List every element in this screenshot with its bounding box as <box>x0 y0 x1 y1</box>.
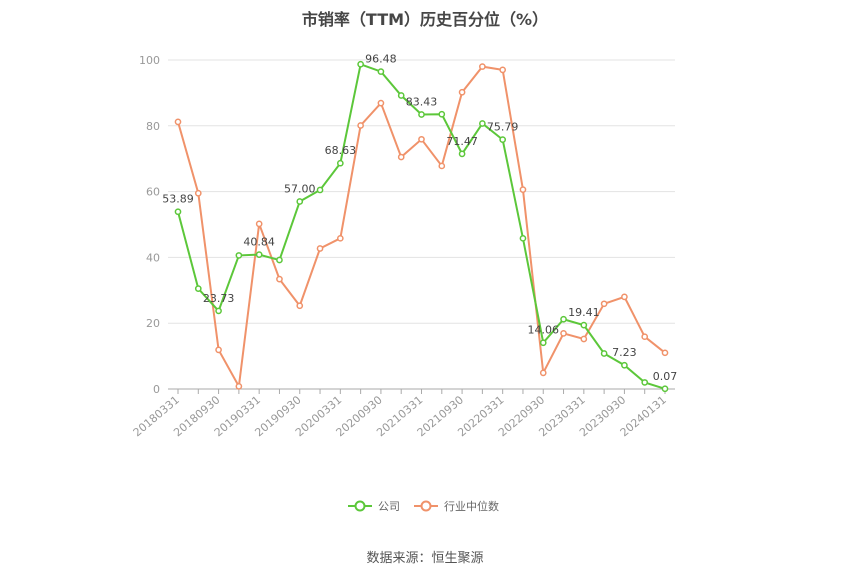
legend-item-industry: 行业中位数 <box>414 499 499 513</box>
data-point <box>194 189 202 197</box>
data-label: 23.73 <box>203 292 235 305</box>
y-tick-label: 40 <box>146 251 160 264</box>
data-point <box>539 369 547 377</box>
y-tick-label: 20 <box>146 317 160 330</box>
data-label: 19.41 <box>568 306 600 319</box>
data-point <box>600 350 608 357</box>
data-point <box>276 256 283 264</box>
data-point <box>397 153 405 161</box>
data-point <box>560 315 567 323</box>
legend-label-company: 公司 <box>378 500 400 513</box>
legend-item-company: 公司 <box>348 500 400 513</box>
data-point <box>418 111 425 118</box>
data-label: 7.23 <box>612 346 637 359</box>
data-point <box>174 118 182 126</box>
data-point <box>377 68 385 75</box>
chart-title: 市销率（TTM）历史百分位（%） <box>301 10 549 29</box>
data-point <box>641 333 649 341</box>
data-point <box>215 346 222 354</box>
data-point <box>479 120 486 127</box>
data-point <box>336 159 344 167</box>
data-point <box>255 220 263 228</box>
data-point <box>621 361 628 369</box>
data-point <box>194 285 202 293</box>
y-tick-label: 80 <box>146 120 160 133</box>
source-note: 数据来源：恒生聚源 <box>366 551 484 566</box>
data-point <box>438 110 446 118</box>
data-label: 68.63 <box>325 144 357 157</box>
data-point <box>499 66 507 74</box>
data-point <box>296 302 304 310</box>
legend-label-industry: 行业中位数 <box>444 499 499 513</box>
y-tick-label: 60 <box>146 186 160 199</box>
data-label: 83.43 <box>406 96 438 109</box>
data-point <box>621 293 628 301</box>
data-point <box>519 186 527 193</box>
data-point <box>458 150 466 158</box>
data-point <box>641 379 649 386</box>
data-label: 71.47 <box>446 135 478 148</box>
data-point <box>316 186 324 194</box>
data-point <box>397 92 405 99</box>
data-label: 96.48 <box>365 53 397 66</box>
data-label: 0.07 <box>653 370 678 383</box>
data-point <box>580 335 588 343</box>
data-point <box>336 234 344 242</box>
data-point <box>235 383 243 390</box>
y-tick-label: 0 <box>153 383 160 396</box>
data-point <box>255 251 263 258</box>
data-point <box>499 136 507 144</box>
data-point <box>276 275 283 283</box>
data-point <box>418 135 425 143</box>
legend-marker-company <box>354 500 366 512</box>
data-label: 57.00 <box>284 182 316 195</box>
data-point <box>215 307 222 315</box>
data-point <box>296 198 304 205</box>
data-point <box>539 339 547 347</box>
data-label: 14.06 <box>528 324 560 337</box>
data-point <box>357 122 364 129</box>
data-label: 40.84 <box>243 236 275 249</box>
data-point <box>377 99 385 107</box>
data-point <box>580 321 588 329</box>
data-point <box>560 330 567 337</box>
data-point <box>661 385 669 393</box>
data-point <box>519 234 527 242</box>
data-point <box>357 60 364 68</box>
data-point <box>458 88 466 96</box>
data-point <box>235 252 243 259</box>
data-label: 53.89 <box>162 193 194 206</box>
legend-marker-industry <box>420 500 432 512</box>
data-point <box>316 245 324 252</box>
y-tick-label: 100 <box>139 54 160 67</box>
data-point <box>661 349 669 357</box>
data-point <box>600 300 608 308</box>
data-point <box>479 63 486 70</box>
data-point <box>174 208 182 216</box>
data-point <box>438 162 446 170</box>
data-label: 75.79 <box>487 121 519 134</box>
